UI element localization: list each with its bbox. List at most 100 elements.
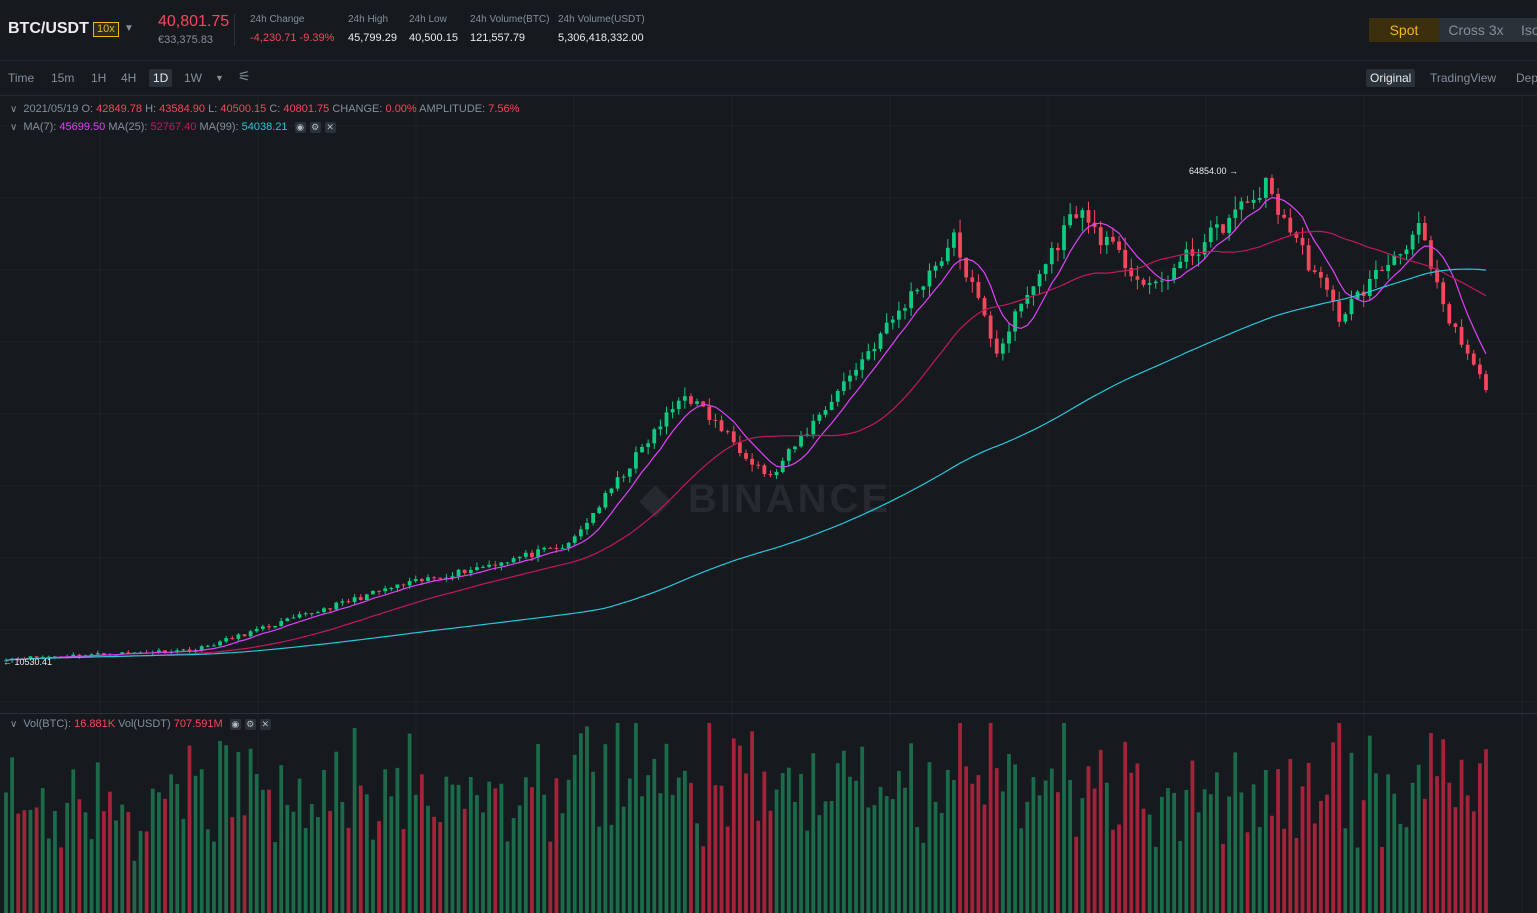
collapse-ma-icon[interactable]: ∨: [10, 122, 18, 133]
volume-bar: [1117, 824, 1121, 913]
chart-area[interactable]: ◆ BINANCE ∨ 2021/05/19 O: 42849.78 H: 435…: [0, 96, 1537, 913]
collapse-ohlc-icon[interactable]: ∨: [10, 104, 18, 115]
candle-body: [909, 291, 914, 309]
volume-bar: [1245, 832, 1250, 913]
candle-body: [1111, 236, 1115, 242]
candle-body: [915, 289, 920, 292]
candle-body: [646, 443, 651, 447]
candle-body: [1471, 353, 1476, 365]
candle-body: [1049, 248, 1054, 265]
settings-icon[interactable]: ⚙: [309, 121, 321, 133]
candle-body: [1325, 277, 1329, 290]
candle-body: [517, 556, 522, 559]
stat-24h-volume-btc: 24h Volume(BTC) 121,557.79: [470, 14, 549, 44]
volume-bar: [169, 774, 174, 913]
vol-usdt-value: 707.591M: [173, 718, 223, 730]
volume-bar: [212, 841, 216, 913]
candle-body: [273, 625, 277, 628]
candle-body: [401, 584, 406, 586]
interval-time[interactable]: Time: [8, 71, 35, 85]
candle-body: [634, 452, 638, 469]
volume-bar: [46, 838, 51, 913]
candle-body: [572, 536, 577, 543]
volume-bar: [952, 780, 956, 913]
vol-btc-label: Vol(BTC):: [23, 718, 72, 730]
volume-bar: [1215, 772, 1219, 913]
interval-1w[interactable]: 1W: [184, 71, 202, 85]
volume-bar: [933, 801, 938, 913]
interval-4h[interactable]: 4H: [121, 71, 137, 85]
candle-body: [334, 602, 339, 610]
candle-body: [291, 617, 296, 619]
collapse-volume-icon[interactable]: ∨: [10, 719, 18, 730]
candle-body: [737, 442, 742, 454]
volume-bar: [1190, 760, 1195, 913]
volume-bar: [1288, 759, 1293, 913]
ma99-value: 54038.21: [241, 121, 288, 133]
volume-bar: [444, 776, 449, 913]
interval-1h[interactable]: 1H: [91, 71, 107, 85]
vol-btc-value: 16.881K: [74, 718, 116, 730]
view-depth-tab[interactable]: Depth: [1516, 71, 1537, 85]
candle-body: [1221, 224, 1225, 233]
more-intervals-icon[interactable]: ▼: [215, 73, 224, 83]
close-icon[interactable]: ✕: [324, 121, 336, 133]
candle-body: [1098, 227, 1103, 246]
volume-bar: [511, 818, 516, 913]
volume-bar: [1453, 807, 1458, 913]
close-icon[interactable]: ✕: [259, 718, 271, 730]
pair-dropdown-icon[interactable]: ▼: [124, 23, 134, 34]
volume-bar: [799, 773, 803, 913]
candle-body: [793, 446, 797, 450]
pair-title[interactable]: BTC/USDT: [8, 20, 89, 37]
candle-body: [762, 465, 767, 475]
volume-bar: [1349, 752, 1354, 913]
candle-body: [260, 626, 265, 629]
candle-body: [548, 547, 553, 549]
view-tradingview-tab[interactable]: TradingView: [1430, 71, 1497, 85]
candle-body: [285, 618, 290, 622]
interval-15m[interactable]: 15m: [51, 71, 75, 85]
mode-isolated-button[interactable]: Iso: [1513, 18, 1537, 42]
eye-icon[interactable]: ◉: [294, 121, 306, 133]
candle-body: [1288, 217, 1293, 233]
candle-body: [426, 577, 430, 582]
mode-cross-button[interactable]: Cross 3x: [1439, 18, 1513, 42]
volume-bar: [468, 776, 473, 913]
interval-1d[interactable]: 1D: [149, 69, 173, 87]
amplitude-label: AMPLITUDE:: [419, 103, 486, 115]
volume-bar: [737, 745, 742, 913]
candle-body: [407, 581, 412, 586]
volume-bar: [34, 807, 39, 913]
volume-bar: [371, 839, 375, 913]
volume-bar: [1471, 811, 1476, 913]
settings-icon[interactable]: ⚙: [244, 718, 256, 730]
volume-bar: [597, 826, 602, 913]
high-marker-value: 64854.00: [1189, 166, 1227, 176]
candle-body: [835, 390, 840, 402]
eye-icon[interactable]: ◉: [229, 718, 241, 730]
volume-bar: [157, 792, 161, 913]
candle-body: [719, 420, 724, 432]
volume-bar: [71, 769, 76, 913]
candle-body: [371, 590, 375, 595]
view-original-tab[interactable]: Original: [1366, 69, 1416, 87]
candle-body: [481, 566, 485, 568]
candle-body: [181, 649, 186, 651]
candle-body: [1331, 289, 1335, 302]
volume-bar: [1276, 769, 1280, 913]
ohlc-date: 2021/05/19: [23, 103, 79, 115]
candle-body: [1208, 227, 1213, 243]
indicator-settings-icon[interactable]: ⚟: [238, 68, 251, 84]
volume-bar: [915, 827, 920, 913]
candle-body: [768, 474, 773, 476]
mode-spot-button[interactable]: Spot: [1369, 18, 1439, 42]
candle-body: [1429, 240, 1433, 269]
candle-body: [163, 650, 167, 653]
candle-body: [1349, 298, 1354, 315]
candle-body: [1068, 214, 1073, 226]
candle-body: [597, 507, 602, 514]
candle-body: [1215, 224, 1219, 228]
candle-body: [340, 601, 345, 603]
candle-body: [1123, 249, 1128, 269]
